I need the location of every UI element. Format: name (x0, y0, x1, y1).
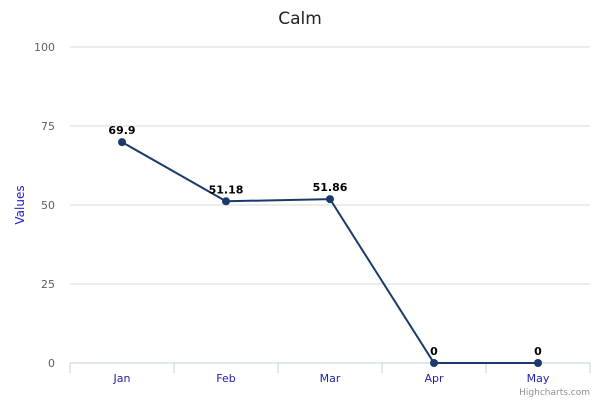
x-tick-label: Apr (424, 372, 444, 385)
y-tick-label: 0 (48, 357, 55, 370)
x-axis-ticks: Jan Feb Mar Apr May (69, 363, 591, 385)
data-point[interactable] (534, 359, 542, 367)
y-axis-label: Values (13, 185, 27, 224)
data-label: 69.9 (108, 124, 135, 137)
data-label: 51.18 (209, 183, 244, 196)
data-label: 0 (534, 345, 542, 358)
y-tick-label: 100 (34, 41, 55, 54)
x-tick-label: Mar (320, 372, 341, 385)
gridlines (70, 46, 590, 285)
data-point[interactable] (118, 138, 126, 147)
x-tick-label: Jan (113, 372, 131, 385)
data-labels: 69.9 51.18 51.86 0 0 (108, 124, 542, 358)
x-tick-label: Feb (216, 372, 235, 385)
y-tick-label: 50 (41, 199, 55, 212)
data-point[interactable] (430, 359, 438, 367)
chart-title: Calm (278, 9, 322, 29)
y-tick-label: 25 (41, 278, 55, 291)
x-tick-label: May (527, 372, 550, 385)
data-label: 0 (430, 345, 438, 358)
data-point[interactable] (326, 195, 334, 204)
y-axis-ticks: 0 25 50 75 100 (34, 41, 55, 370)
credits-link[interactable]: Highcharts.com (519, 388, 590, 398)
series-line (121, 141, 538, 364)
y-tick-label: 75 (41, 120, 55, 133)
data-label: 51.86 (313, 181, 348, 194)
series-points (118, 138, 542, 367)
data-point[interactable] (222, 197, 230, 206)
